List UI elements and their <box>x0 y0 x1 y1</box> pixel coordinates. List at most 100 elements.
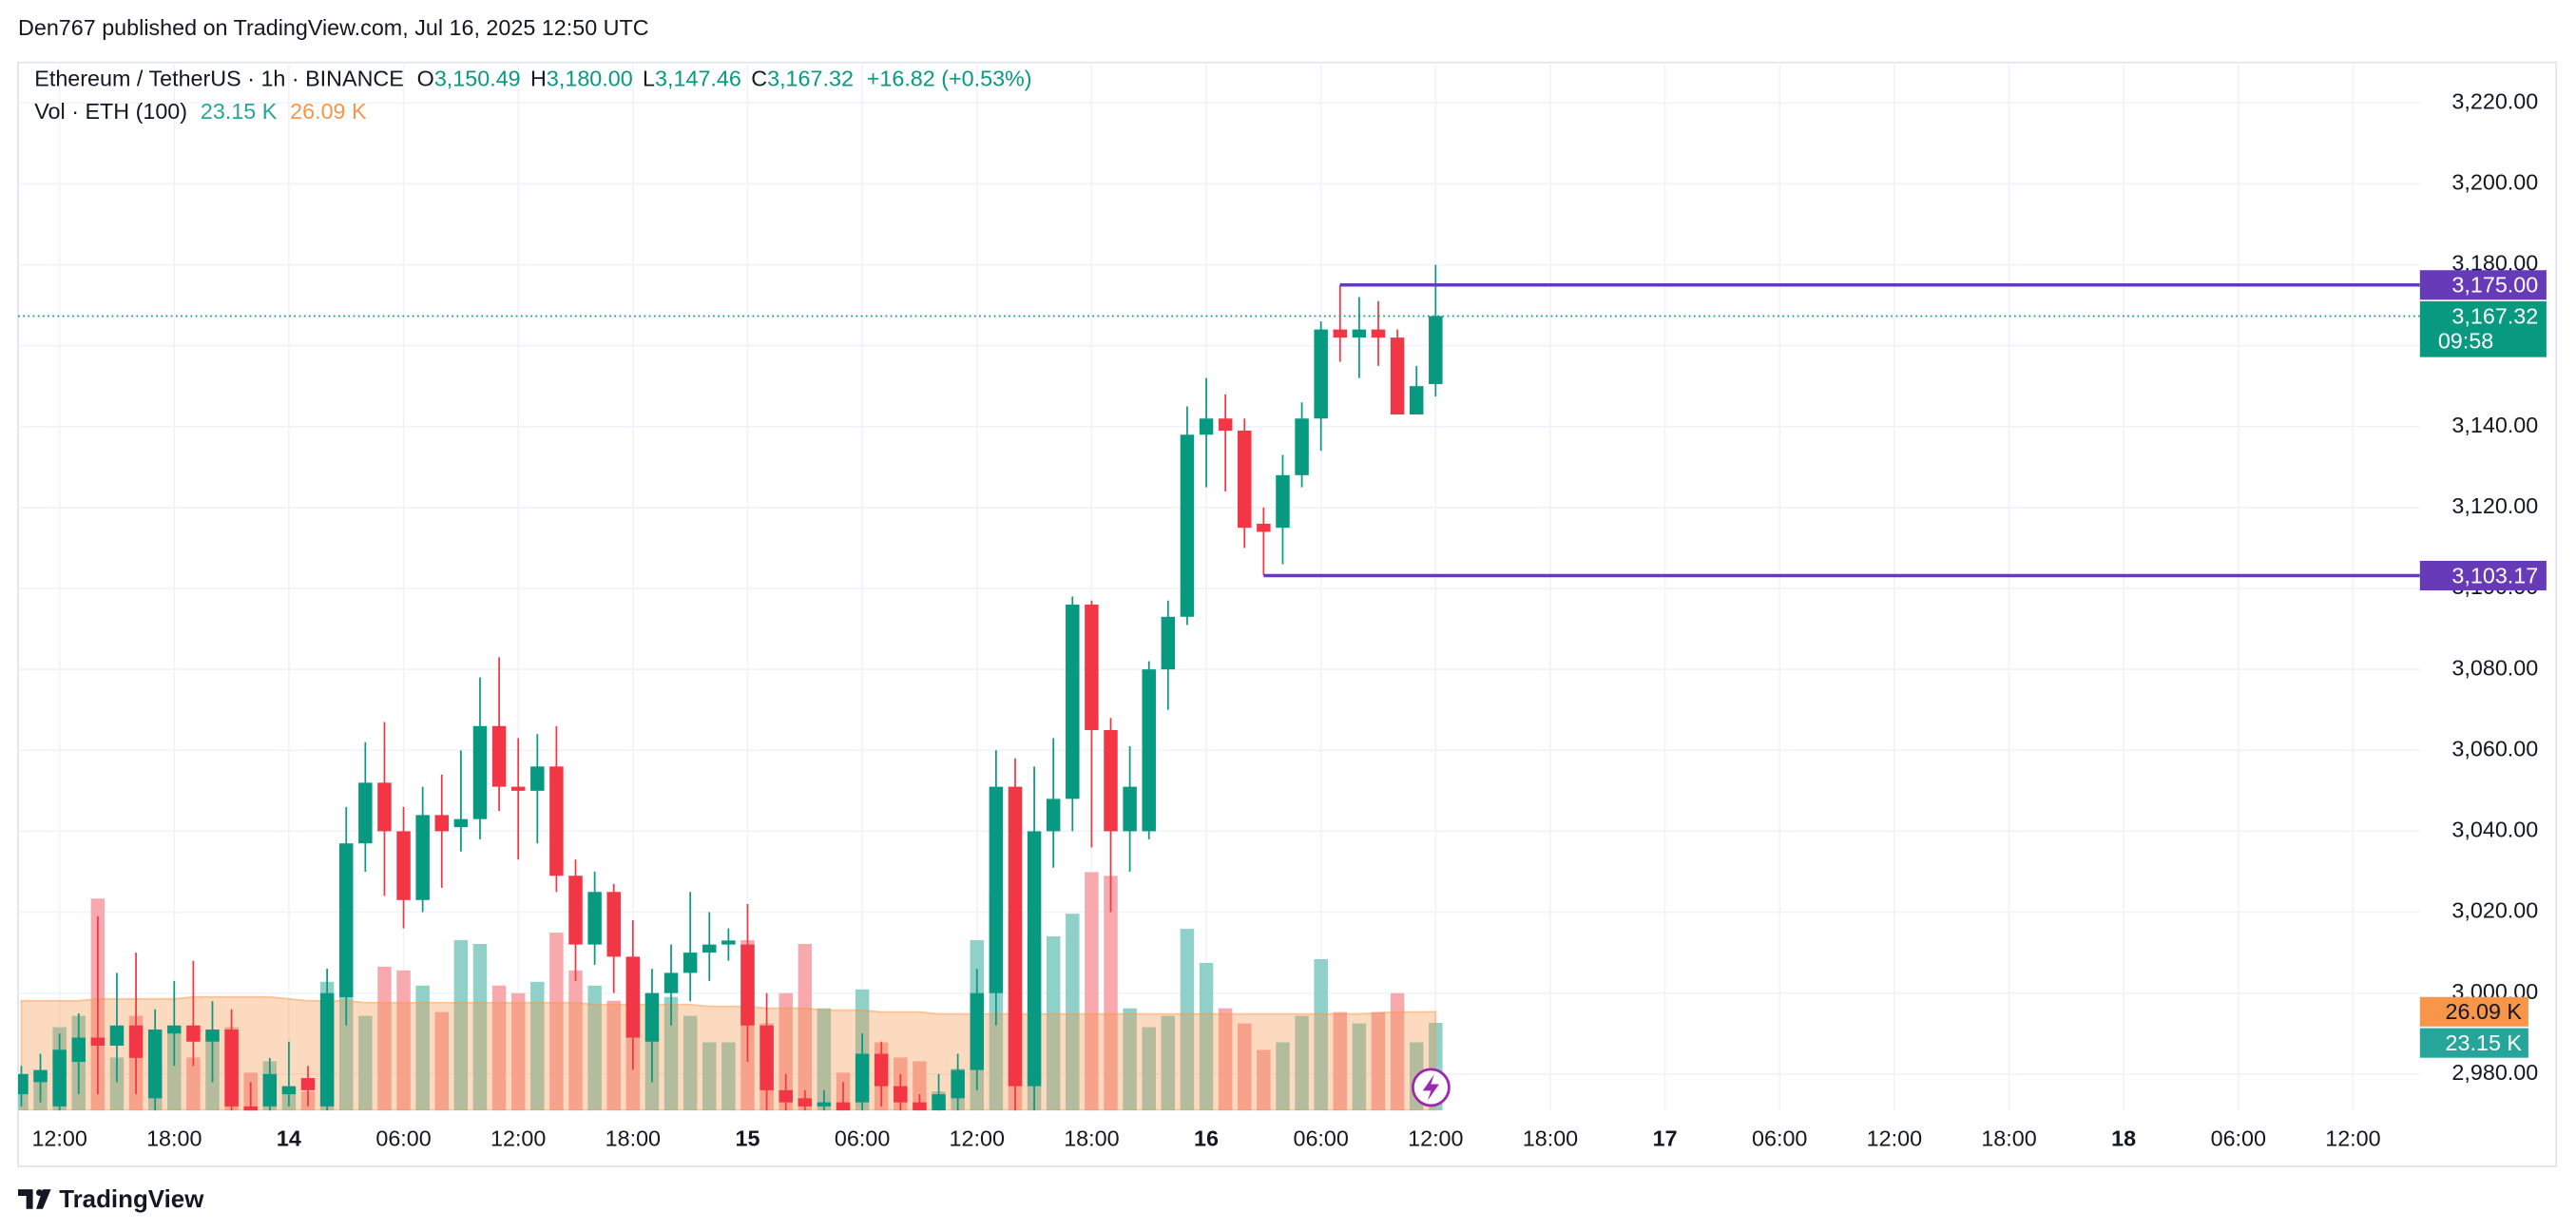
candle-body <box>434 815 450 832</box>
volume-bar <box>1066 914 1080 1111</box>
candle-body <box>932 1094 946 1111</box>
candle-body <box>319 992 335 1107</box>
volume-bar <box>1314 958 1328 1111</box>
volume-bar <box>1142 1027 1156 1111</box>
y-tick-label: 3,040.00 <box>2451 818 2538 842</box>
candle-body <box>1085 605 1099 731</box>
volume-bar <box>434 1011 450 1111</box>
y-tick-label: 3,060.00 <box>2451 736 2538 760</box>
candle-body <box>128 1025 144 1058</box>
ohlc-key: L <box>643 67 655 91</box>
candle-body <box>281 1086 297 1095</box>
tradingview-logo: TradingView <box>18 1186 204 1213</box>
x-tick-label: 15 <box>736 1126 760 1150</box>
candle-body <box>1027 831 1042 1087</box>
x-tick-label: 18:00 <box>606 1126 661 1150</box>
x-tick-label: 12:00 <box>490 1126 546 1150</box>
level-label: 3,175.00 <box>2451 273 2538 298</box>
candle-body <box>52 1049 67 1107</box>
candle-body <box>951 1069 965 1099</box>
candle-body <box>18 1073 29 1095</box>
candle-body <box>109 1025 125 1047</box>
candle-body <box>779 1089 793 1103</box>
volume-bar <box>1333 1011 1348 1111</box>
y-tick-label: 3,080.00 <box>2451 655 2538 680</box>
x-tick-label: 18:00 <box>146 1126 202 1150</box>
candle-body <box>90 1037 106 1047</box>
x-tick-label: 12:00 <box>950 1126 1005 1150</box>
candle-body <box>1371 329 1386 338</box>
volume-title: Vol · ETH (100) <box>34 99 187 124</box>
x-tick-label: 06:00 <box>1293 1126 1348 1150</box>
publisher-line: Den767 published on TradingView.com, Jul… <box>18 15 649 40</box>
volume-bar <box>396 970 411 1111</box>
candle-body <box>396 831 411 900</box>
price-pane <box>18 264 2420 1111</box>
candle-body <box>262 1073 278 1107</box>
y-tick-label: 3,020.00 <box>2451 898 2538 923</box>
volume-bar <box>1276 1042 1290 1111</box>
ohlc-key: O <box>417 67 434 91</box>
volume-value: 23.15 K <box>201 99 278 124</box>
candle-body <box>1123 786 1137 832</box>
candle-body <box>606 892 621 957</box>
candle-body <box>1429 316 1443 385</box>
x-tick-label: 12:00 <box>1408 1126 1463 1150</box>
volume-box <box>2419 1028 2528 1058</box>
x-tick-label: 12:00 <box>2325 1126 2380 1150</box>
volume-bar <box>339 985 354 1111</box>
candle-body <box>472 725 488 819</box>
volume-bar <box>453 940 469 1111</box>
volume-bar <box>167 1027 182 1111</box>
volume-bar <box>1123 1008 1137 1111</box>
volume-bar <box>109 1057 125 1111</box>
volume-bar <box>568 970 583 1111</box>
candle-body <box>1199 418 1214 435</box>
volume-bar <box>1371 1011 1386 1111</box>
price-axis: 2,980.003,000.003,020.003,040.003,060.00… <box>31 88 2538 1150</box>
candle-body <box>1142 669 1156 832</box>
candle-body <box>1161 616 1176 670</box>
candle-body <box>147 1029 163 1099</box>
x-tick-label: 06:00 <box>2211 1126 2266 1150</box>
ohlc-value: 3,180.00 <box>547 67 633 91</box>
volume-bar <box>721 1042 736 1111</box>
volume-bar <box>510 992 526 1111</box>
candle-body <box>702 944 717 953</box>
ohlc-key: C <box>751 67 767 91</box>
x-tick-label: 06:00 <box>375 1126 431 1150</box>
candle-body <box>549 766 564 876</box>
candle-body <box>1333 329 1348 338</box>
volume-axis-label: 23.15 K <box>2446 1030 2523 1055</box>
x-tick-label: 16 <box>1194 1126 1219 1150</box>
candle-body <box>817 1102 832 1107</box>
candle-body <box>1104 730 1118 832</box>
candle-body <box>1409 386 1424 414</box>
volume-bar <box>1257 1049 1271 1111</box>
volume-bar <box>358 1015 373 1111</box>
candle-body <box>186 1025 201 1042</box>
candle-body <box>1008 786 1023 1087</box>
x-tick-label: 18:00 <box>1981 1126 2036 1150</box>
volume-bar <box>817 1008 832 1111</box>
candle-body <box>1218 418 1233 432</box>
volume-bar <box>1104 876 1118 1111</box>
candle-body <box>568 876 583 945</box>
legend: Ethereum / TetherUS · 1h · BINANCE O3,150… <box>34 67 1031 125</box>
footer-brand: TradingView <box>59 1186 204 1213</box>
lightning-icon <box>1411 1068 1451 1107</box>
candle-body <box>1314 329 1328 419</box>
volume-bar <box>798 944 813 1111</box>
volume-bar <box>1352 1023 1367 1111</box>
candle-body <box>1180 434 1195 617</box>
volume-bar <box>1085 872 1099 1111</box>
ohlc-key: H <box>530 67 547 91</box>
candle-body <box>453 818 469 828</box>
volume-bar <box>1199 962 1214 1111</box>
ohlc-value: 3,167.32 <box>767 67 854 91</box>
volume-bar <box>18 1084 29 1111</box>
volume-bar <box>1295 1015 1309 1111</box>
volume-bar <box>1238 1023 1252 1111</box>
volume-bar <box>1161 1015 1176 1111</box>
candle-body <box>71 1037 86 1063</box>
